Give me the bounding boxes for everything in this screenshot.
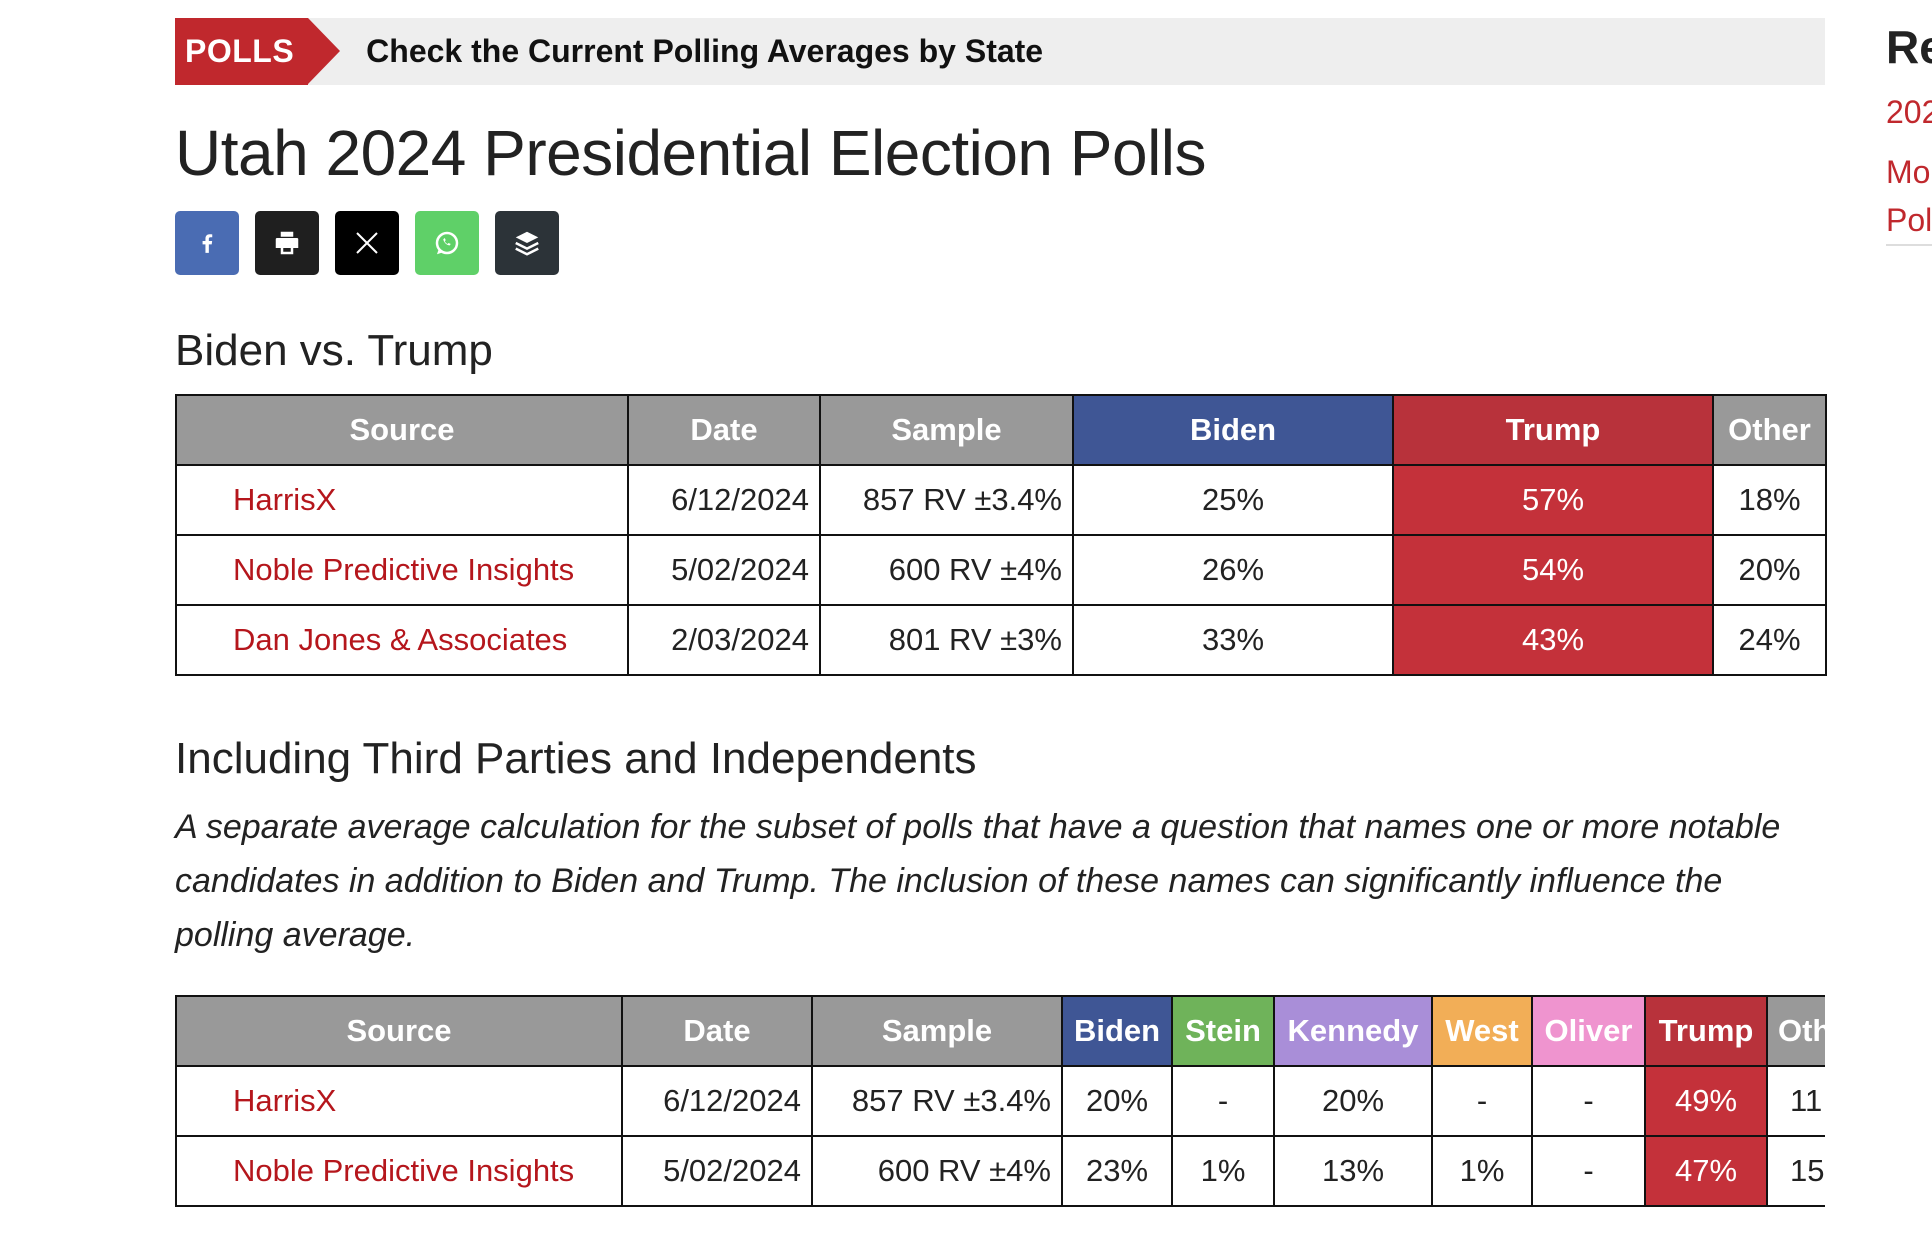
- biden-value: 26%: [1072, 534, 1394, 606]
- poll-sample: 600 RV ±4%: [811, 1135, 1063, 1207]
- poll-sample: 857 RV ±3.4%: [819, 464, 1074, 536]
- other-value: 15: [1766, 1135, 1825, 1207]
- facebook-icon: [202, 234, 213, 253]
- sidebar-link[interactable]: Pol: [1886, 202, 1932, 238]
- polls-table-third-parties: Source Date Sample Biden Stein Kennedy W…: [175, 995, 1825, 1207]
- banner-link[interactable]: Check the Current Polling Averages by St…: [366, 33, 1044, 69]
- trump-value: 57%: [1392, 464, 1714, 536]
- col-date: Date: [627, 394, 821, 466]
- col-oliver: Oliver: [1531, 995, 1646, 1067]
- section-title-biden-trump: Biden vs. Trump: [175, 326, 493, 375]
- table-header-row: Source Date Sample Biden Stein Kennedy W…: [175, 995, 1825, 1067]
- trump-value: 49%: [1644, 1065, 1768, 1137]
- polls-table-head-to-head: Source Date Sample Biden Trump Other Har…: [175, 394, 1827, 676]
- west-value: 1%: [1431, 1135, 1533, 1207]
- other-value: 11: [1766, 1065, 1825, 1137]
- poll-date: 5/02/2024: [627, 534, 821, 606]
- col-west: West: [1431, 995, 1533, 1067]
- col-trump: Trump: [1644, 995, 1768, 1067]
- kennedy-value: 20%: [1273, 1065, 1433, 1137]
- col-sample: Sample: [819, 394, 1074, 466]
- oliver-value: -: [1531, 1135, 1646, 1207]
- other-value: 20%: [1712, 534, 1827, 606]
- print-button[interactable]: [255, 211, 319, 275]
- col-other: Oth: [1766, 995, 1825, 1067]
- col-source: Source: [175, 995, 623, 1067]
- share-bar: [175, 211, 559, 275]
- buffer-icon: [515, 231, 539, 256]
- poll-date: 5/02/2024: [621, 1135, 813, 1207]
- stein-value: -: [1171, 1065, 1275, 1137]
- whatsapp-share-button[interactable]: [415, 211, 479, 275]
- source-link[interactable]: HarrisX: [175, 1065, 623, 1137]
- page-title: Utah 2024 Presidential Election Polls: [175, 117, 1207, 189]
- biden-value: 33%: [1072, 604, 1394, 676]
- source-link[interactable]: Dan Jones & Associates: [175, 604, 629, 676]
- table-row: Noble Predictive Insights 5/02/2024 600 …: [175, 534, 1827, 606]
- other-value: 18%: [1712, 464, 1827, 536]
- x-share-button[interactable]: [335, 211, 399, 275]
- trump-value: 47%: [1644, 1135, 1768, 1207]
- buffer-share-button[interactable]: [495, 211, 559, 275]
- related-sidebar: Re 202 Mo Pol: [1886, 20, 1932, 244]
- poll-date: 6/12/2024: [627, 464, 821, 536]
- x-icon: [356, 232, 378, 254]
- sidebar-link[interactable]: Mo: [1886, 154, 1931, 190]
- col-sample: Sample: [811, 995, 1063, 1067]
- col-biden: Biden: [1061, 995, 1173, 1067]
- col-stein: Stein: [1171, 995, 1275, 1067]
- col-date: Date: [621, 995, 813, 1067]
- source-link[interactable]: Noble Predictive Insights: [175, 1135, 623, 1207]
- col-kennedy: Kennedy: [1273, 995, 1433, 1067]
- stein-value: 1%: [1171, 1135, 1275, 1207]
- table-row: HarrisX 6/12/2024 857 RV ±3.4% 20% - 20%…: [175, 1065, 1825, 1137]
- biden-value: 23%: [1061, 1135, 1173, 1207]
- col-other: Other: [1712, 394, 1827, 466]
- sidebar-divider: [1886, 244, 1932, 246]
- print-icon: [275, 231, 299, 255]
- table-row: Dan Jones & Associates 2/03/2024 801 RV …: [175, 604, 1827, 676]
- sidebar-title: Re: [1886, 21, 1932, 73]
- poll-date: 6/12/2024: [621, 1065, 813, 1137]
- oliver-value: -: [1531, 1065, 1646, 1137]
- table-header-row: Source Date Sample Biden Trump Other: [175, 394, 1827, 466]
- trump-value: 54%: [1392, 534, 1714, 606]
- facebook-share-button[interactable]: [175, 211, 239, 275]
- poll-date: 2/03/2024: [627, 604, 821, 676]
- kennedy-value: 13%: [1273, 1135, 1433, 1207]
- source-link[interactable]: Noble Predictive Insights: [175, 534, 629, 606]
- col-biden: Biden: [1072, 394, 1394, 466]
- trump-value: 43%: [1392, 604, 1714, 676]
- poll-sample: 857 RV ±3.4%: [811, 1065, 1063, 1137]
- section-title-third-parties: Including Third Parties and Independents: [175, 734, 977, 783]
- other-value: 24%: [1712, 604, 1827, 676]
- polls-banner[interactable]: POLLS Check the Current Polling Averages…: [175, 18, 1825, 85]
- west-value: -: [1431, 1065, 1533, 1137]
- section-description: A separate average calculation for the s…: [175, 808, 1781, 954]
- source-link[interactable]: HarrisX: [175, 464, 629, 536]
- poll-sample: 801 RV ±3%: [819, 604, 1074, 676]
- col-trump: Trump: [1392, 394, 1714, 466]
- poll-sample: 600 RV ±4%: [819, 534, 1074, 606]
- sidebar-link[interactable]: 202: [1886, 94, 1932, 130]
- table-row: HarrisX 6/12/2024 857 RV ±3.4% 25% 57% 1…: [175, 464, 1827, 536]
- biden-value: 25%: [1072, 464, 1394, 536]
- table-row: Noble Predictive Insights 5/02/2024 600 …: [175, 1135, 1825, 1207]
- banner-tag: POLLS: [175, 18, 341, 85]
- col-source: Source: [175, 394, 629, 466]
- whatsapp-icon: [435, 231, 459, 255]
- third-party-table-container[interactable]: Source Date Sample Biden Stein Kennedy W…: [175, 995, 1825, 1235]
- biden-value: 20%: [1061, 1065, 1173, 1137]
